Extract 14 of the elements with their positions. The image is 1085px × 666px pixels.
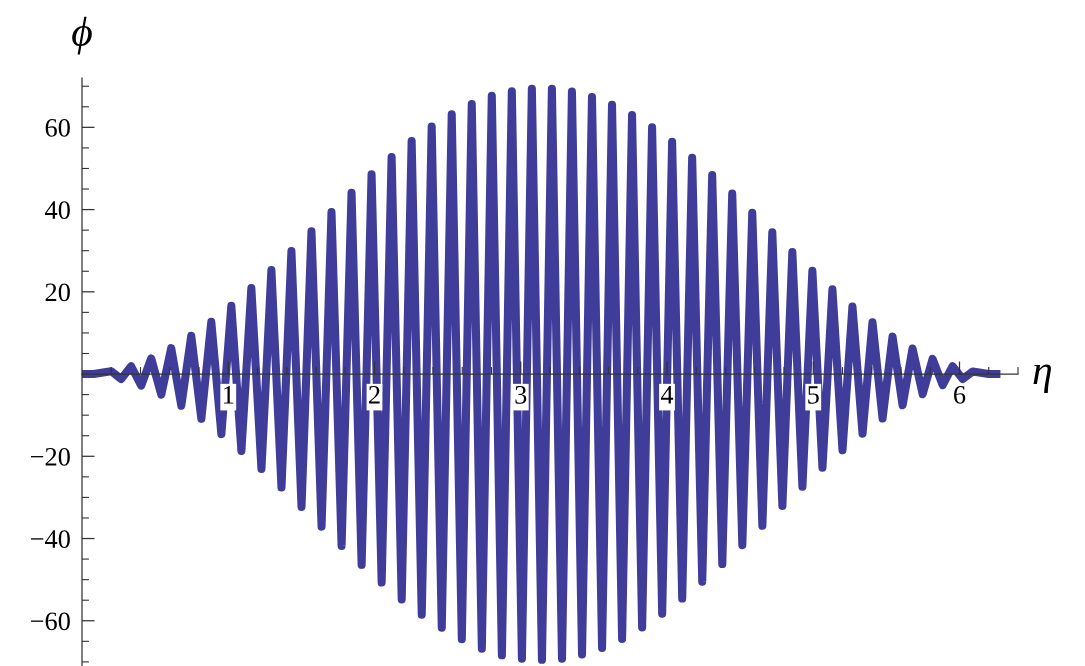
x-tick-label: 5 xyxy=(808,386,819,404)
y-tick-label: 20 xyxy=(45,283,70,302)
y-axis-title: ϕ xyxy=(72,16,92,55)
x-tick-label: 6 xyxy=(954,386,966,404)
x-tick-label: 3 xyxy=(515,386,527,404)
x-axis-title: η xyxy=(1033,364,1051,393)
x-tick-label: 4 xyxy=(660,386,674,404)
y-tick-label: −20 xyxy=(30,447,70,466)
y-tick-label: −60 xyxy=(30,612,70,631)
y-tick-label: 60 xyxy=(45,118,70,137)
x-tick-label: 2 xyxy=(369,386,380,404)
y-tick-label: 40 xyxy=(45,201,70,219)
y-tick-label: −40 xyxy=(30,530,70,548)
x-tick-label: 1 xyxy=(223,386,234,404)
